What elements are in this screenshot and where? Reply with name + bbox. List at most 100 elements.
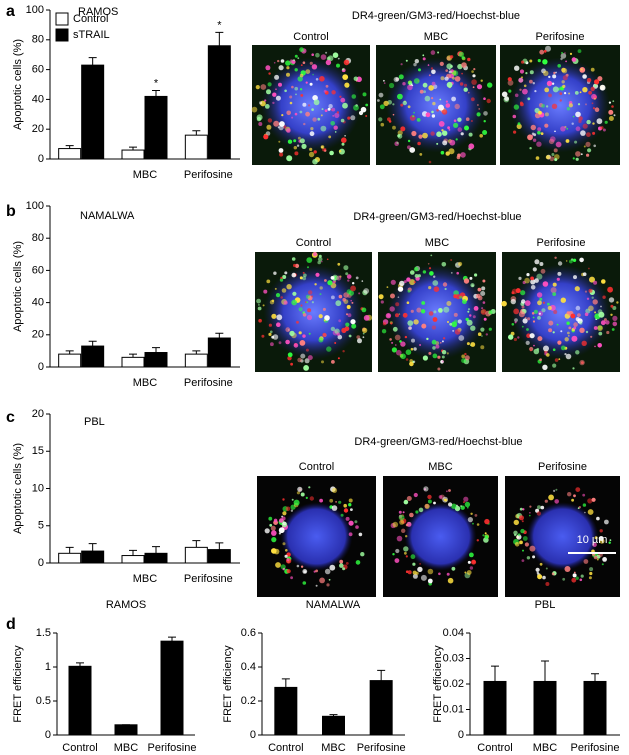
fluorescent-spot [287, 139, 293, 144]
nucleus [511, 264, 611, 360]
micrograph [257, 476, 376, 597]
fluorescent-spot [462, 299, 467, 305]
fluorescent-spot [312, 95, 318, 101]
fluorescent-spot [398, 313, 401, 315]
fluorescent-spot [543, 49, 547, 53]
fluorescent-spot [363, 288, 370, 294]
fluorescent-spot [392, 521, 399, 528]
fluorescent-spot [419, 153, 423, 156]
fluorescent-spot [568, 92, 571, 95]
fluorescent-spot [471, 70, 474, 73]
fluorescent-spot [597, 343, 602, 348]
fluorescent-spot [572, 157, 575, 160]
fluorescent-spot [599, 529, 603, 533]
fluorescent-spot [345, 322, 350, 327]
fluorescent-spot [308, 151, 315, 158]
fluorescent-spot [407, 320, 414, 326]
fluorescent-spot [532, 138, 537, 142]
fluorescent-spot [555, 141, 562, 148]
fluorescent-spot [526, 556, 531, 560]
fluorescent-spot [338, 500, 342, 504]
fluorescent-spot [575, 305, 581, 311]
fluorescent-spot [544, 499, 548, 503]
fluorescent-spot [380, 122, 385, 127]
fluorescent-spot [453, 122, 459, 128]
fluorescent-spot [350, 319, 356, 325]
image-caption: DR4-green/GM3-red/Hoechst-blue [354, 436, 522, 448]
fluorescent-spot [399, 519, 405, 525]
fluorescent-spot [612, 321, 618, 327]
fluorescent-spot [278, 65, 284, 71]
fluorescent-spot [280, 276, 283, 280]
fluorescent-spot [336, 275, 342, 281]
fluorescent-spot [403, 499, 409, 505]
fluorescent-spot [455, 138, 458, 141]
fluorescent-spot [276, 314, 283, 321]
fluorescent-spot [467, 506, 469, 509]
fluorescent-spot [601, 279, 606, 284]
fluorescent-spot [319, 293, 322, 296]
fluorescent-spot [529, 545, 536, 552]
bar [322, 715, 345, 736]
fluorescent-spot [575, 126, 581, 132]
fluorescent-spot [348, 532, 353, 537]
fluorescent-spot [340, 513, 344, 517]
fluorescent-spot [422, 82, 428, 88]
fluorescent-spot [324, 109, 328, 112]
fluorescent-spot [347, 313, 352, 318]
fluorescent-spot [447, 577, 454, 584]
fluorescent-spot [413, 492, 418, 498]
fluorescent-spot [545, 45, 551, 52]
fluorescent-spot [545, 155, 551, 160]
fluorescent-spot [467, 517, 473, 523]
x-tick-label: Perifosine [184, 169, 233, 181]
fluorescent-spot [467, 310, 470, 313]
y-tick-label: 0.5 [36, 695, 51, 707]
fluorescent-spot [302, 271, 305, 274]
fluorescent-spot [342, 68, 345, 71]
y-tick-label: 60 [32, 64, 44, 76]
chart-title: PBL [535, 599, 556, 611]
fluorescent-spot [337, 57, 340, 60]
fluorescent-spot [396, 141, 399, 144]
fluorescent-spot [262, 304, 265, 307]
fluorescent-spot [580, 574, 584, 578]
fluorescent-spot [413, 62, 417, 67]
x-tick-label: MBC [133, 573, 158, 585]
error-bar [192, 540, 201, 548]
fluorescent-spot [258, 318, 262, 323]
fluorescent-spot [408, 326, 412, 330]
fluorescent-spot [548, 75, 551, 79]
fluorescent-spot [309, 131, 315, 137]
fluorescent-spot [582, 272, 587, 277]
micrograph [255, 252, 373, 372]
fluorescent-spot [550, 136, 556, 142]
fluorescent-spot [522, 88, 528, 95]
fluorescent-spot [305, 111, 310, 117]
error-bar [591, 673, 599, 682]
fluorescent-spot [449, 139, 456, 146]
fluorescent-spot [428, 85, 434, 91]
fluorescent-spot [469, 276, 473, 280]
fluorescent-spot [263, 289, 268, 294]
fluorescent-spot [379, 104, 385, 110]
fluorescent-spot [593, 555, 598, 560]
fluorescent-spot [337, 262, 341, 266]
fluorescent-spot [354, 520, 358, 524]
fluorescent-spot [560, 53, 567, 59]
fluorescent-spot [567, 492, 572, 497]
fluorescent-spot [308, 104, 311, 107]
fluorescent-spot [344, 82, 350, 88]
fluorescent-spot [546, 353, 550, 357]
y-tick-label: 20 [32, 329, 44, 341]
fluorescent-spot [523, 84, 527, 88]
fluorescent-spot [578, 116, 583, 121]
fluorescent-spot [593, 326, 598, 330]
fluorescent-spot [317, 260, 322, 265]
fluorescent-spot [337, 334, 343, 340]
fluorescent-spot [507, 77, 512, 82]
fluorescent-spot [275, 562, 281, 568]
x-tick-label: MBC [133, 169, 158, 181]
fluorescent-spot [574, 140, 578, 144]
fluorescent-spot [360, 106, 367, 113]
